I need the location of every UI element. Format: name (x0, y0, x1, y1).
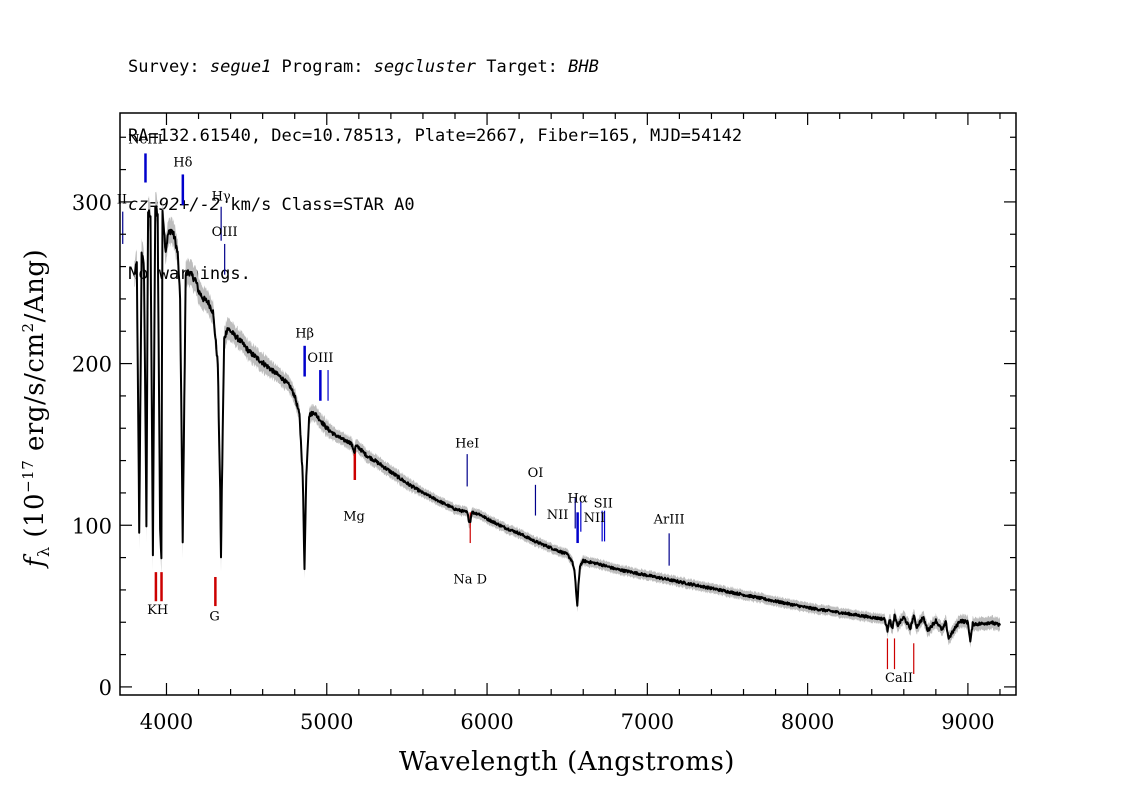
spectrum-layer (133, 205, 1001, 643)
svg-text:fλ (10−17 erg/s/cm2/Ang): fλ (10−17 erg/s/cm2/Ang) (19, 249, 53, 569)
line-label: SII (594, 496, 613, 511)
target-name: BHB (568, 57, 599, 77)
line-label: HeI (455, 437, 479, 452)
y-axis-title: fλ (10−17 erg/s/cm2/Ang) (19, 249, 53, 569)
line-label: G (209, 610, 219, 625)
x-tick-label: 9000 (941, 710, 994, 734)
axis-ticks-layer: 4000 5000 6000 7000 8000 9000 0 100 200 300 (72, 113, 1016, 734)
y-tick-label: 200 (72, 353, 112, 377)
line-label: NeIII (128, 133, 162, 148)
redshift-value: cz=92+/-2 (128, 195, 221, 215)
line-label: II (117, 193, 127, 208)
line-label: Mg (343, 509, 365, 524)
spectrum-line (133, 205, 1001, 643)
line-label: NII (547, 508, 569, 523)
line-label: Hδ (173, 155, 192, 170)
line-label: Na D (453, 572, 487, 587)
y-tick-label: 300 (72, 191, 112, 215)
line-label: Hα (568, 492, 588, 507)
line-label: Hγ (212, 189, 231, 204)
line-label: ArIII (653, 513, 685, 528)
line-label: OI (528, 466, 544, 481)
line-label: Hβ (295, 327, 314, 342)
line-label: NII (584, 511, 606, 526)
x-tick-label: 8000 (781, 710, 834, 734)
error-band (134, 191, 1000, 648)
header-line-coordinates: RA=132.61540, Dec=10.78513, Plate=2667, … (128, 126, 743, 146)
x-tick-label: 7000 (621, 710, 674, 734)
error-band-layer (134, 191, 1000, 648)
header-line-survey: Survey: segue1 Program: segcluster Targe… (128, 57, 599, 77)
plot-frame (119, 112, 1017, 696)
line-label: KH (147, 603, 168, 618)
x-tick-label: 6000 (460, 710, 513, 734)
line-label: OIII (307, 351, 333, 366)
y-tick-label: 0 (99, 676, 112, 700)
spectrum-header: Survey: segue1 Program: segcluster Targe… (128, 10, 742, 309)
x-axis-title: Wavelength (Angstroms) (399, 747, 735, 777)
line-marker-layer (122, 153, 915, 674)
survey-name: segue1 (209, 57, 272, 77)
x-tick-label: 5000 (300, 710, 353, 734)
header-line-redshift: cz=92+/-2 km/s Class=STAR A0 (128, 195, 415, 215)
line-label: OIII (212, 225, 238, 240)
x-tick-label: 4000 (140, 710, 193, 734)
y-tick-label: 100 (72, 514, 112, 538)
line-label: CaII (885, 671, 913, 686)
program-name: segcluster (373, 57, 477, 77)
